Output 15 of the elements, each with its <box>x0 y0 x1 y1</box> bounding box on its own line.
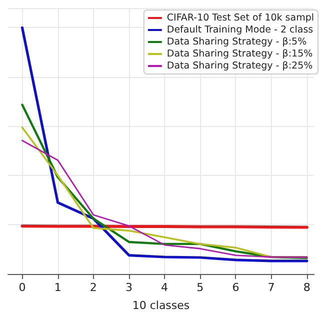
x-tick-label: 4 <box>161 281 168 294</box>
x-tick-label: 6 <box>232 281 240 294</box>
legend-label: Data Sharing Strategy - β:25% <box>166 60 313 72</box>
x-tick-label: 0 <box>18 281 26 294</box>
x-tick-label: 8 <box>303 281 310 294</box>
legend-label: Data Sharing Strategy - β:15% <box>166 48 313 60</box>
x-tick-label: 5 <box>196 281 204 294</box>
x-tick-label: 2 <box>90 281 97 294</box>
x-tick-label: 1 <box>54 281 62 294</box>
x-tick-label: 7 <box>268 281 275 294</box>
x-axis-title: 10 classes <box>132 299 190 312</box>
legend-label: Default Training Mode - 2 class <box>166 24 314 36</box>
legend-label: CIFAR-10 Test Set of 10k sampl <box>166 12 314 24</box>
x-tick-label: 3 <box>125 281 132 294</box>
legend-label: Data Sharing Strategy - β:5% <box>166 36 307 48</box>
